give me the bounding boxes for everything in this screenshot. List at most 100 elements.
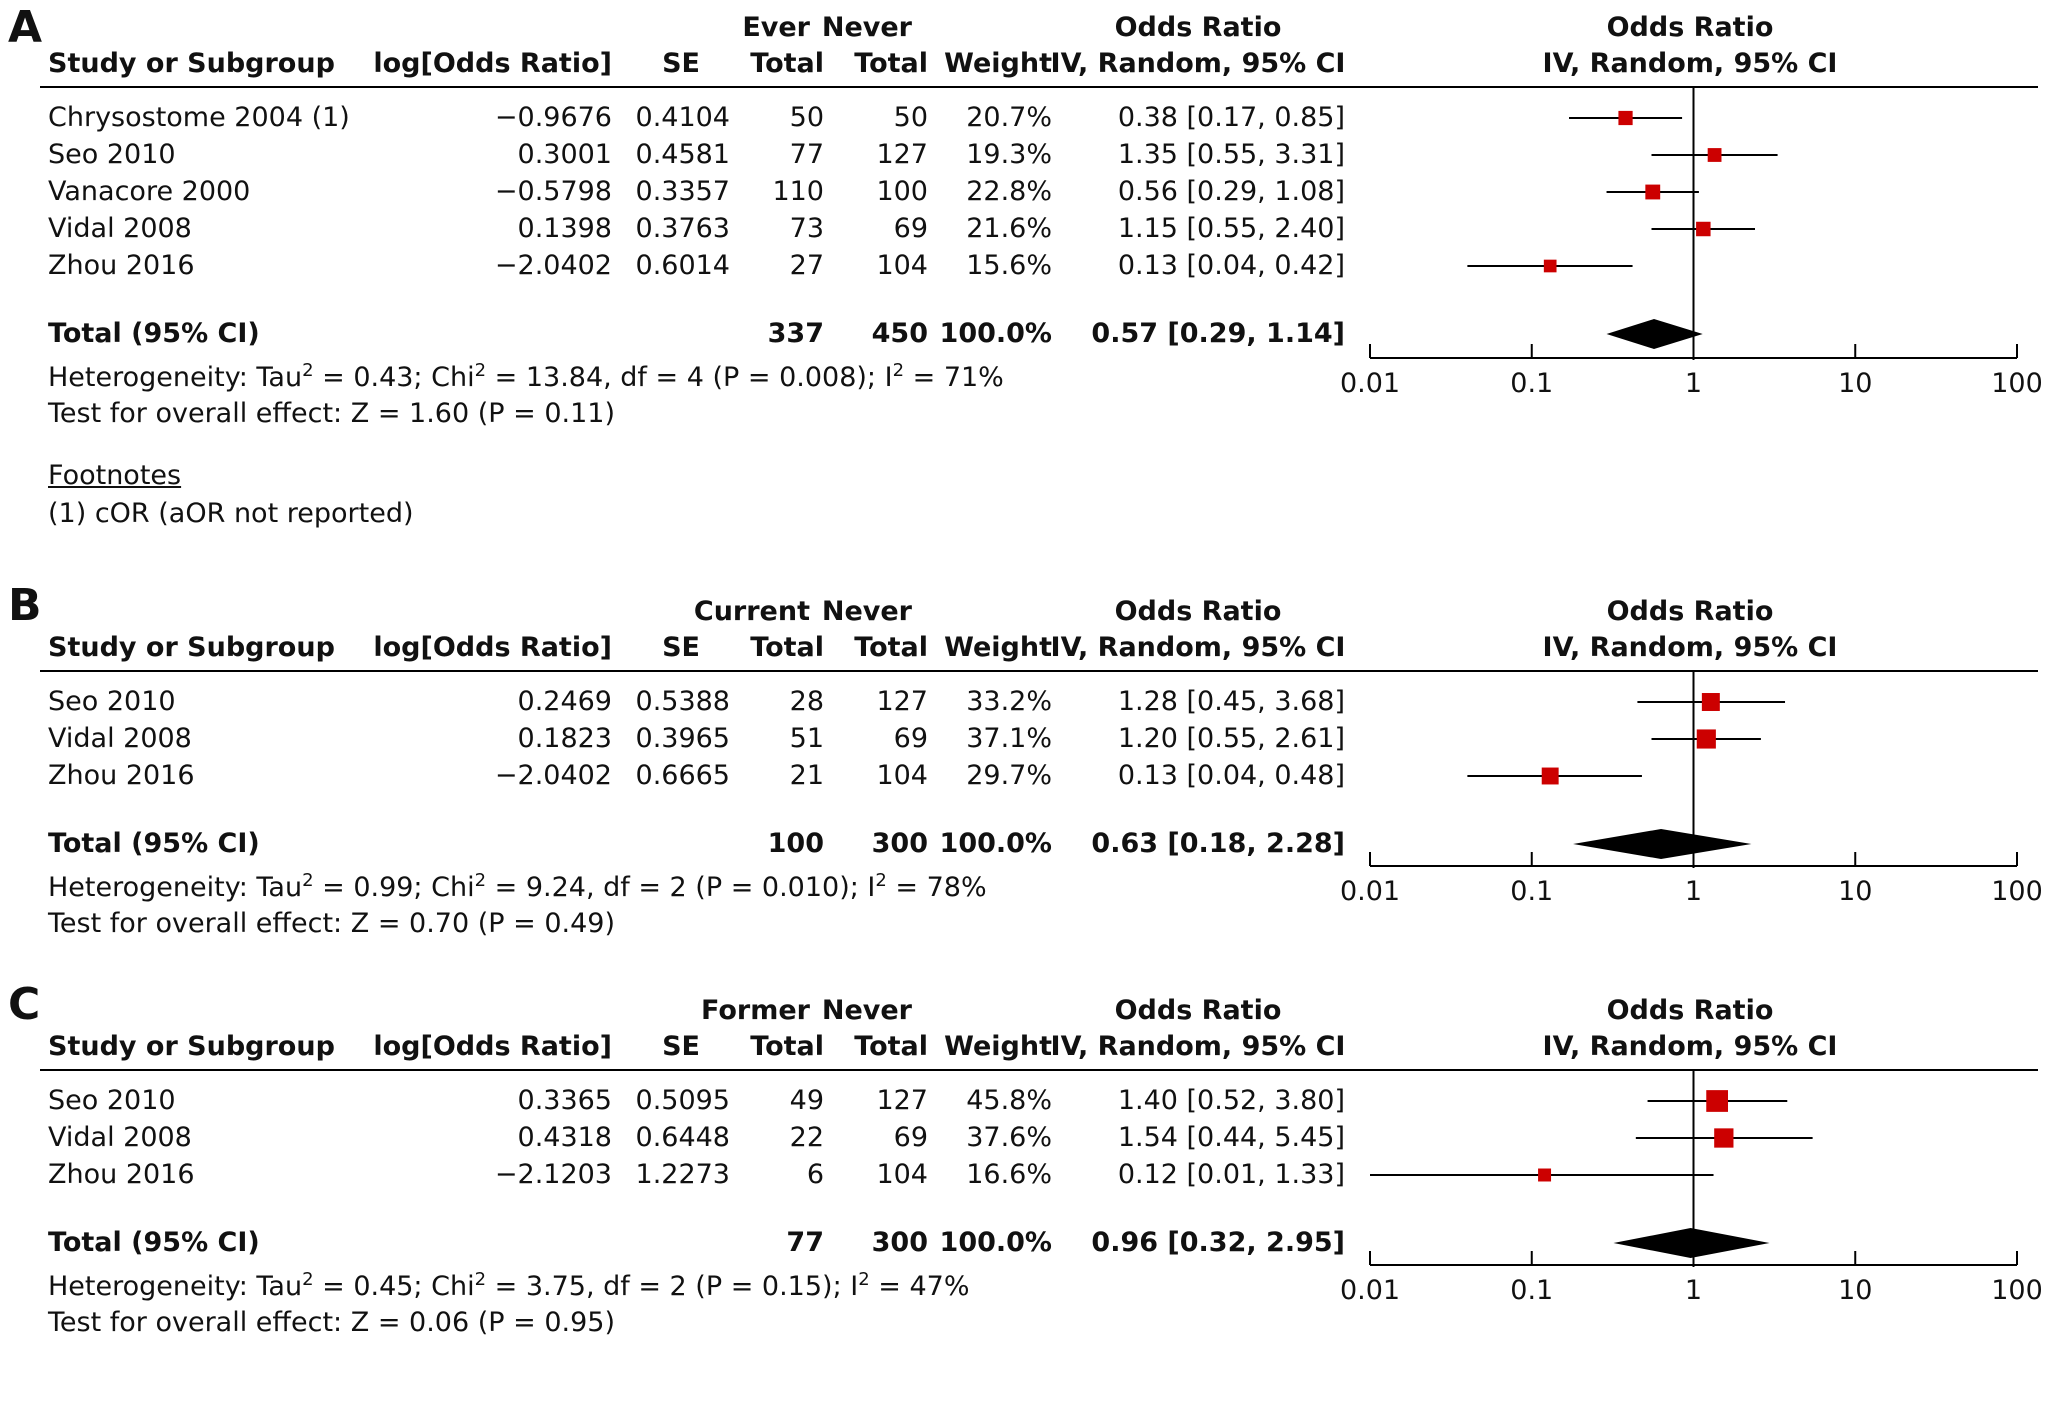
se-value: 0.5388	[635, 686, 730, 717]
weight-value: 29.7%	[966, 760, 1052, 791]
het-sup: 2	[858, 1269, 870, 1290]
study-name: Seo 2010	[48, 139, 176, 170]
se-value: 1.2273	[635, 1159, 730, 1190]
header-rule	[40, 670, 2038, 672]
weight-header: Weight	[944, 48, 1052, 79]
exp-total-value: 49	[789, 1085, 824, 1116]
exp-total-value: 22	[789, 1122, 824, 1153]
study-header: Study or Subgroup	[48, 632, 335, 663]
study-marker	[1618, 110, 1633, 126]
or-column-method: IV, Random, 95% CI	[1050, 632, 1346, 663]
study-marker	[1701, 693, 1720, 711]
or-ci-value: 0.38 [0.17, 0.85]	[1117, 102, 1345, 133]
het-p2: = 13.84, df = 4 (P = 0.008); I	[486, 362, 893, 393]
het-sup: 2	[302, 360, 314, 381]
or-ci-value: 1.15 [0.55, 2.40]	[1117, 213, 1345, 244]
group-label: Former	[701, 995, 810, 1026]
ctrl-total-header: Total	[854, 1031, 928, 1062]
se-value: 0.6014	[635, 250, 730, 281]
se-value: 0.6665	[635, 760, 730, 791]
log-or-value: 0.3365	[517, 1085, 612, 1116]
study-marker	[1645, 184, 1661, 200]
het-sup: 2	[302, 870, 314, 891]
weight-value: 45.8%	[966, 1085, 1052, 1116]
x-tick-label: 0.01	[1340, 368, 1400, 399]
x-tick-label: 1	[1685, 1275, 1702, 1306]
weight-value: 21.6%	[966, 213, 1052, 244]
pooled-diamond	[1573, 829, 1752, 859]
plot-method: IV, Random, 95% CI	[1542, 632, 1838, 663]
log-or-value: 0.4318	[517, 1122, 612, 1153]
panel-letter: A	[8, 2, 43, 53]
ctrl-total-value: 104	[876, 760, 928, 791]
se-header: SE	[662, 48, 700, 79]
study-marker	[1707, 148, 1722, 162]
or-ci-value: 0.13 [0.04, 0.48]	[1117, 760, 1345, 791]
weight-value: 15.6%	[966, 250, 1052, 281]
header-rule	[40, 86, 2038, 88]
se-value: 0.3357	[635, 176, 730, 207]
log-or-value: 0.2469	[517, 686, 612, 717]
study-marker	[1706, 1090, 1729, 1112]
study-name: Seo 2010	[48, 1085, 176, 1116]
forest-plot: 0.01 0.1 1 10 100	[1340, 672, 2043, 907]
weight-value: 20.7%	[966, 102, 1052, 133]
total-exp: 337	[767, 318, 824, 349]
het-p2: = 3.75, df = 2 (P = 0.15); I	[486, 1271, 859, 1302]
x-tick-label: 1	[1685, 876, 1702, 907]
or-ci-value: 1.54 [0.44, 5.45]	[1117, 1122, 1345, 1153]
study-marker	[1696, 729, 1716, 749]
panel-b: B Current Never Odds Ratio Odds Ratio Study o…	[0, 584, 2049, 944]
panel-letter: B	[8, 580, 42, 631]
or-ci-value: 1.20 [0.55, 2.61]	[1117, 723, 1345, 754]
study-name: Vanacore 2000	[48, 176, 251, 207]
logor-header: log[Odds Ratio]	[373, 48, 612, 79]
forest-plot: 0.01 0.1 1 10 100	[1340, 88, 2043, 399]
x-tick-label: 0.1	[1510, 368, 1553, 399]
het-p2: = 9.24, df = 2 (P = 0.010); I	[486, 872, 876, 903]
pooled-diamond	[1606, 319, 1703, 349]
x-tick-label: 0.1	[1510, 876, 1553, 907]
study-marker	[1538, 1168, 1552, 1182]
weight-value: 16.6%	[966, 1159, 1052, 1190]
x-tick-label: 10	[1838, 368, 1872, 399]
ctrl-total-value: 127	[876, 139, 928, 170]
het-p1: = 0.99; Chi	[313, 872, 475, 903]
study-marker	[1696, 221, 1711, 237]
panel-letter: C	[8, 979, 41, 1030]
study-marker	[1543, 259, 1557, 273]
total-or-ci: 0.96 [0.32, 2.95]	[1091, 1227, 1345, 1258]
x-tick-label: 0.01	[1340, 1275, 1400, 1306]
het-sup: 2	[474, 1269, 487, 1290]
heterogeneity-line: Heterogeneity: Tau2 = 0.43; Chi2 = 13.84…	[48, 362, 1004, 393]
header-rule	[40, 1069, 2038, 1071]
ctrl-total-value: 69	[893, 213, 928, 244]
exp-total-value: 50	[789, 102, 824, 133]
x-tick-label: 100	[1991, 876, 2043, 907]
exp-total-value: 27	[789, 250, 824, 281]
het-prefix: Heterogeneity: Tau	[48, 362, 303, 393]
comparison-label: Never	[821, 596, 912, 627]
total-weight: 100.0%	[939, 1227, 1052, 1258]
study-name: Zhou 2016	[48, 760, 195, 791]
or-ci-value: 0.56 [0.29, 1.08]	[1117, 176, 1345, 207]
ctrl-total-value: 104	[876, 250, 928, 281]
heterogeneity-line: Heterogeneity: Tau2 = 0.45; Chi2 = 3.75,…	[48, 1271, 969, 1302]
group-label: Ever	[742, 12, 810, 43]
weight-value: 19.3%	[966, 139, 1052, 170]
ctrl-total-value: 100	[876, 176, 928, 207]
x-tick-label: 100	[1991, 1275, 2043, 1306]
footnotes-title: Footnotes	[48, 460, 182, 491]
overall-effect-line: Test for overall effect: Z = 1.60 (P = 0…	[48, 398, 615, 429]
forest-plot: 0.01 0.1 1 10 100	[1340, 1071, 2043, 1306]
weight-value: 37.1%	[966, 723, 1052, 754]
or-ci-value: 0.12 [0.01, 1.33]	[1117, 1159, 1345, 1190]
plot-method: IV, Random, 95% CI	[1542, 48, 1838, 79]
group-label: Current	[693, 596, 810, 627]
total-or-ci: 0.63 [0.18, 2.28]	[1091, 828, 1345, 859]
exp-total-value: 21	[789, 760, 824, 791]
plot-method: IV, Random, 95% CI	[1542, 1031, 1838, 1062]
ctrl-total-header: Total	[854, 632, 928, 663]
se-header: SE	[662, 632, 700, 663]
study-header: Study or Subgroup	[48, 48, 335, 79]
